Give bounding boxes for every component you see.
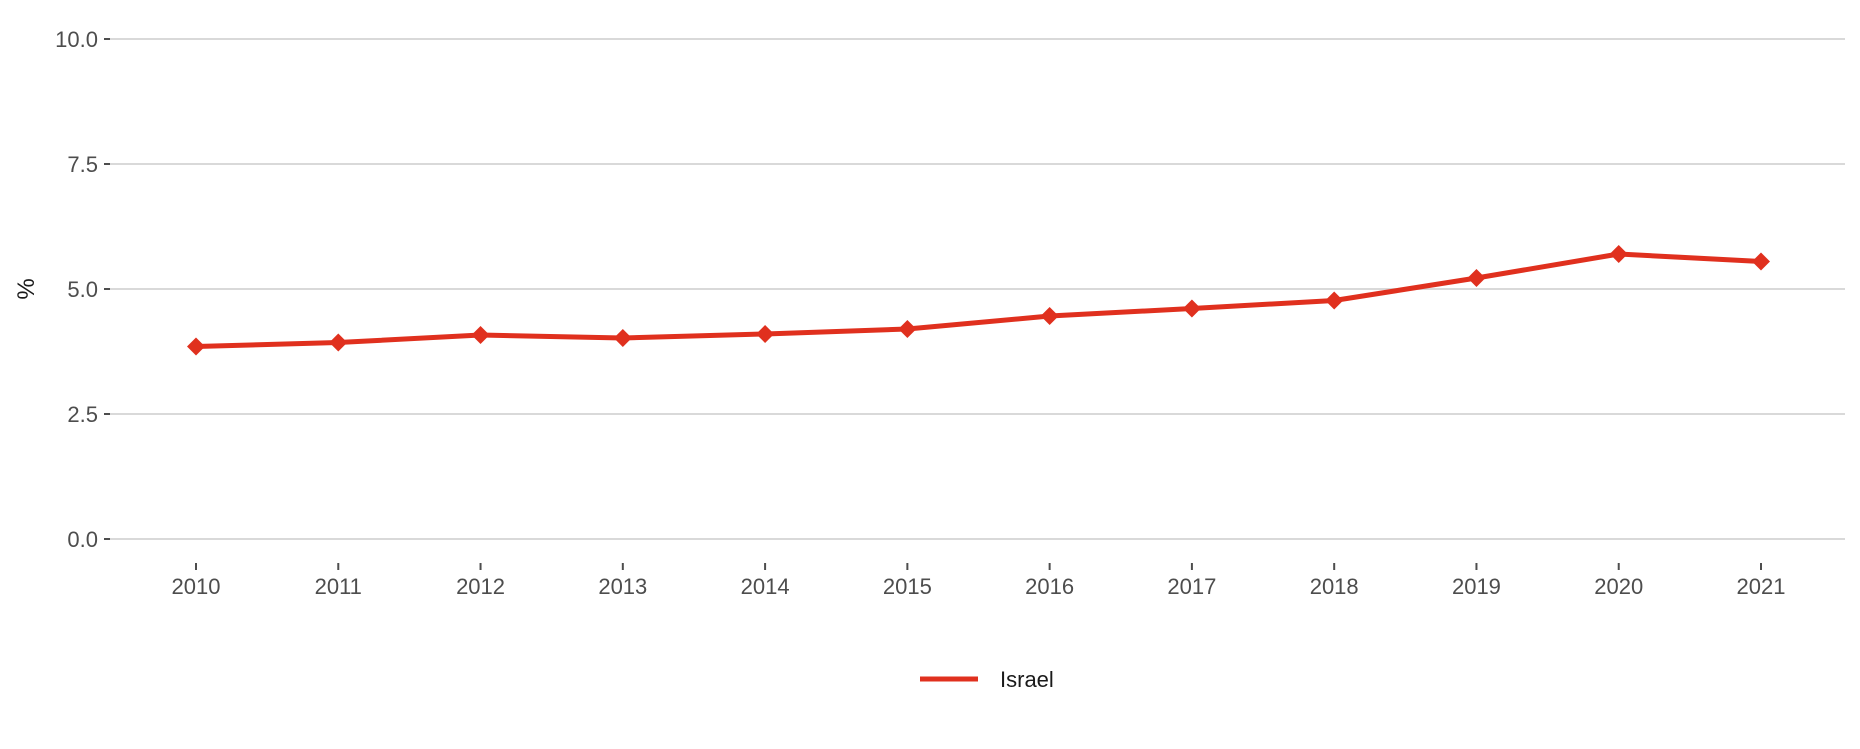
series-layer [187, 245, 1770, 356]
x-tick-label: 2021 [1737, 574, 1786, 599]
y-axis-title: % [13, 278, 40, 299]
x-tick-label: 2011 [315, 574, 362, 599]
x-tick-label: 2013 [598, 574, 647, 599]
x-tick-label: 2015 [883, 574, 932, 599]
y-tick-label: 5.0 [67, 277, 98, 302]
data-point-marker [471, 326, 490, 344]
y-tick-label: 0.0 [67, 527, 98, 552]
data-point-marker [1182, 299, 1201, 318]
x-tick-label: 2016 [1025, 574, 1074, 599]
data-point-marker [1752, 252, 1770, 271]
series-line-israel [193, 251, 1764, 349]
y-tick-label: 10.0 [55, 27, 98, 52]
x-tick-label: 2017 [1167, 574, 1216, 599]
data-point-marker [613, 329, 632, 347]
y-axis: 0.0 2.5 5.0 7.5 10.0 [55, 27, 110, 552]
x-tick-label: 2012 [456, 574, 505, 599]
gridlines [110, 38, 1845, 540]
y-tick-label: 7.5 [67, 152, 98, 177]
data-point-marker [898, 320, 917, 338]
data-point-marker [1325, 291, 1344, 310]
x-tick-label: 2014 [741, 574, 790, 599]
data-point-marker [1609, 245, 1628, 263]
x-tick-label: 2010 [172, 574, 221, 599]
data-point-marker [1040, 307, 1059, 325]
legend-label: Israel [1000, 667, 1054, 692]
x-tick-label: 2018 [1310, 574, 1359, 599]
x-tick-label: 2020 [1594, 574, 1643, 599]
data-point-marker [1467, 269, 1486, 287]
legend: Israel [920, 667, 1054, 692]
x-axis: 2010 2011 2012 2013 2014 2015 2016 2017 2018 2019… [172, 563, 1786, 599]
data-point-marker [756, 325, 775, 343]
x-tick-label: 2019 [1452, 574, 1501, 599]
data-point-marker [187, 337, 205, 356]
y-tick-label: 2.5 [67, 402, 98, 427]
data-point-marker [329, 333, 348, 352]
